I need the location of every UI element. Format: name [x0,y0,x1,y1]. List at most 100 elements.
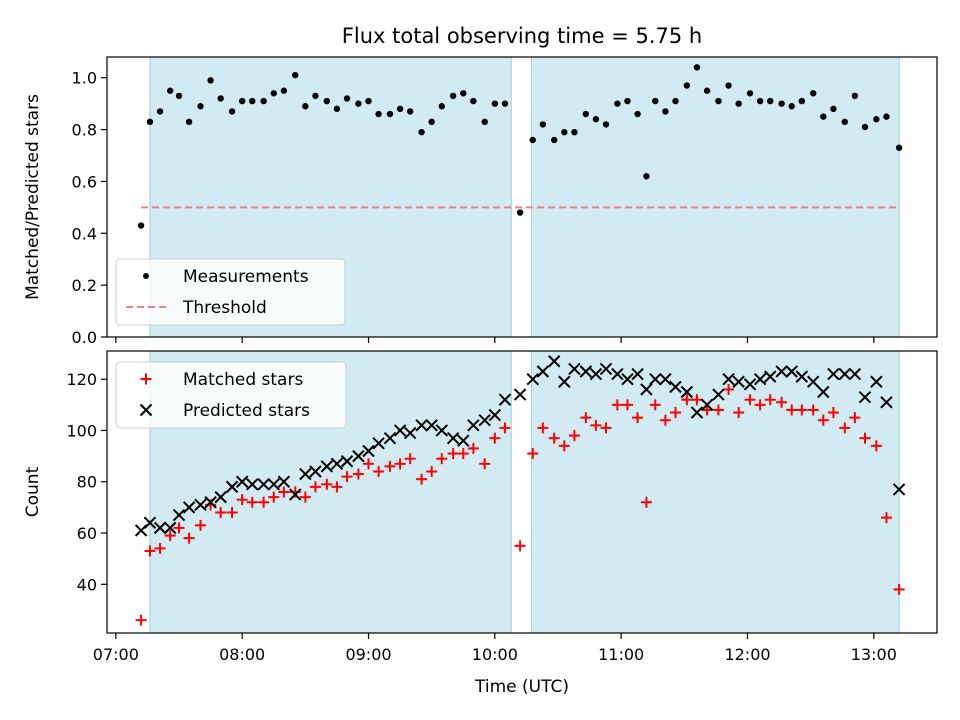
matched-star-marker [568,430,580,442]
predicted-star-marker [425,419,438,432]
matched-star-marker [649,399,661,411]
matched-star-marker [164,530,176,542]
predicted-star-marker [467,419,480,432]
chart-title: Flux total observing time = 5.75 h [342,24,702,48]
predicted-star-marker [383,431,397,445]
data-point [270,90,277,97]
data-point [561,128,568,136]
matched-star-marker [457,448,469,460]
matched-star-marker [839,422,851,434]
x-tick-label: 13:00 [851,645,897,664]
data-point [756,97,764,105]
predicted-star-marker [309,465,322,478]
matched-star-marker [796,404,808,416]
data-point [873,116,880,123]
predicted-star-marker [712,388,725,401]
matched-star-marker [144,545,156,557]
data-point [156,108,164,115]
data-point [302,103,309,110]
matched-star-marker [548,432,560,444]
predicted-star-marker [870,375,883,388]
x-axis-label: Time (UTC) [474,677,569,697]
data-point [861,123,869,131]
data-point [672,97,679,105]
matched-star-marker [278,486,290,498]
data-point [166,87,174,94]
data-point [662,108,669,115]
predicted-star-marker [277,475,291,488]
data-point [634,110,641,118]
predicted-star-marker [589,367,603,381]
data-point [280,87,288,94]
data-point [470,97,477,105]
predicted-star-marker [478,414,491,427]
predicted-star-marker [548,355,561,368]
matched-star-marker [416,473,428,485]
y-tick-label: 0.4 [72,224,97,243]
matched-star-marker [363,458,375,470]
y-tick-label: 40 [77,575,97,594]
y-tick-label: 0.6 [72,172,97,191]
matched-star-marker [426,465,438,477]
matched-star-marker [558,440,570,452]
axes-frame [106,350,938,634]
predicted-star-marker [568,362,581,376]
predicted-star-marker [320,460,334,473]
data-point [323,97,331,105]
matched-star-marker [436,453,448,465]
data-point [501,100,509,107]
matched-star-marker [744,394,756,406]
matched-star-marker [754,399,766,411]
matched-star-marker [394,458,406,470]
predicted-star-marker [892,483,906,496]
predicted-star-marker [700,398,714,412]
data-point [491,100,499,107]
y-axis-label-top: Matched/Predicted stars [23,94,43,300]
legend-marker-plus [140,373,152,385]
predicted-star-marker [194,498,207,512]
axes-frame [106,56,938,338]
predicted-star-marker [225,480,239,494]
matched-star-marker [691,394,703,406]
matched-star-marker [309,481,321,493]
predicted-star-marker [880,396,893,409]
matched-star-marker [373,465,385,477]
data-point [516,209,524,216]
matched-star-marker [268,491,280,503]
predicted-star-marker [599,362,613,376]
matched-star-marker [467,442,479,454]
legend-marker-x [139,403,153,417]
data-point [809,90,817,97]
predicted-star-marker [775,365,788,378]
predicted-star-marker [415,419,428,432]
data-point [851,92,859,100]
y-tick-label: 60 [77,524,97,543]
legend-box [115,361,347,429]
predicted-star-marker [182,501,196,514]
data-point [333,105,341,113]
predicted-star-marker [579,365,593,378]
data-point [343,95,351,102]
panel-bottom: 40 60 80 100 120 07:00 08:00 09:00 10:00 11:00 12:… [66,350,938,664]
y-tick-label: 100 [66,421,97,440]
y-axis-label-bottom: Count [23,466,43,517]
data-point [571,128,578,136]
data-point [481,118,488,126]
predicted-star-marker [649,372,662,386]
matched-star-marker [489,432,501,444]
predicted-star-marker [246,478,259,491]
predicted-star-marker [153,521,167,535]
data-point [396,105,404,113]
matched-star-marker [786,404,798,416]
matched-star-marker [659,414,671,426]
y-tick-label: 0.2 [72,276,97,295]
predicted-star-marker [558,375,571,388]
data-point [592,116,600,123]
predicted-star-marker [214,490,227,504]
predicted-star-marker [732,375,745,388]
predicted-star-marker [435,424,448,437]
matched-star-marker [352,468,364,480]
predicted-star-marker [795,370,809,383]
predicted-star-marker [143,516,157,529]
data-point [614,100,621,107]
